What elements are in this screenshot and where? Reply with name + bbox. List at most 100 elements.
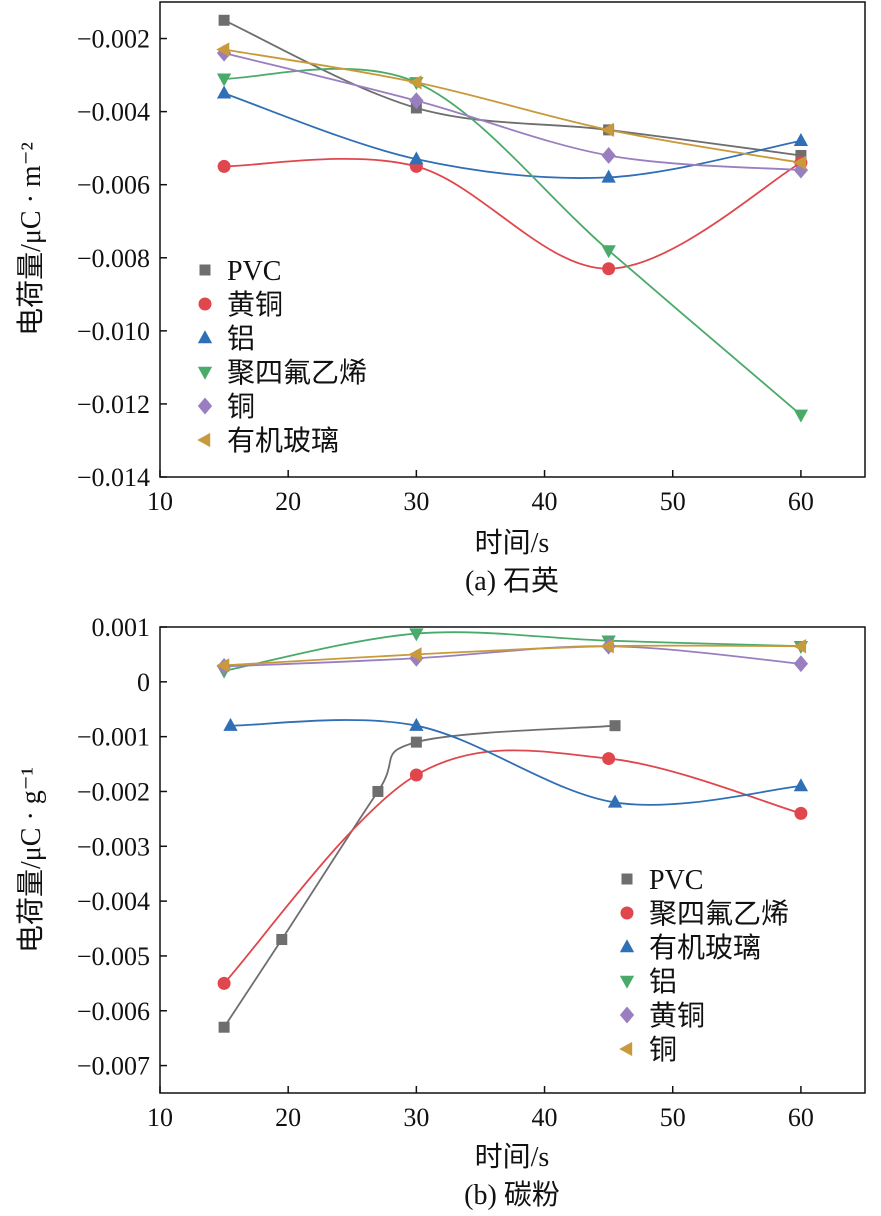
- y-tick-label: −0.004: [77, 98, 150, 127]
- y-tick-label: −0.003: [77, 832, 150, 861]
- legend-label: 聚四氟乙烯: [227, 357, 367, 389]
- y-axis-label: 电荷量/μC · g⁻¹: [15, 767, 47, 953]
- data-point: [218, 14, 230, 26]
- data-point: [409, 768, 423, 782]
- data-point: [217, 976, 231, 990]
- data-point: [408, 647, 422, 662]
- x-axis-ticks: 10 20 30 40 50 60: [147, 470, 814, 516]
- y-axis-ticks: −0.002 −0.004 −0.006 −0.008 −0.010 −0.012 −0.0…: [77, 25, 167, 492]
- plot-frame: [159, 1, 866, 478]
- plot-frame: [159, 626, 866, 1094]
- data-point: [409, 92, 424, 110]
- data-point: [223, 717, 238, 731]
- data-point: [218, 1021, 230, 1033]
- legend-marker: [197, 330, 213, 344]
- y-tick-label: −0.010: [77, 317, 150, 346]
- series-line: [223, 52, 801, 171]
- series-line: [224, 67, 802, 416]
- x-tick-label: 50: [660, 487, 686, 516]
- data-point: [601, 169, 616, 183]
- data-point: [216, 42, 230, 57]
- y-tick-label: −0.002: [77, 777, 150, 806]
- data-point: [793, 409, 809, 423]
- legend-label: PVC: [649, 865, 703, 896]
- x-tick-label: 60: [788, 487, 814, 516]
- y-tick-label: −0.012: [77, 390, 150, 419]
- legend-label: 铜: [227, 391, 255, 423]
- legend-marker: [197, 432, 211, 448]
- legend-marker: [197, 366, 213, 380]
- series-line: [223, 92, 802, 179]
- y-tick-label: −0.014: [77, 463, 150, 492]
- y-axis-ticks: 0.001 0 −0.001 −0.002 −0.003 −0.004 −0.005 −0.0…: [77, 613, 167, 1081]
- data-point: [276, 933, 288, 945]
- data-point: [410, 736, 422, 748]
- series-line: [224, 645, 801, 668]
- x-axis-ticks: 10 20 30 40 50 60: [147, 1086, 814, 1132]
- data-point: [372, 785, 384, 797]
- y-tick-label: −0.007: [77, 1052, 150, 1081]
- y-tick-label: −0.004: [77, 887, 150, 916]
- legend-label: 有机玻璃: [227, 425, 339, 457]
- data-point: [602, 262, 616, 276]
- y-tick-label: 0: [137, 668, 150, 697]
- series-line: [223, 749, 802, 984]
- data-point: [216, 658, 230, 673]
- y-tick-label: −0.008: [77, 244, 150, 273]
- legend-marker: [619, 939, 635, 953]
- chart-caption: (b) 碳粉: [464, 1179, 560, 1211]
- legend-marker: [621, 873, 633, 885]
- chart-toner: 10 20 30 40 50 60 0.001 0 −0.001 −0.002 −0.003 −0.…: [15, 613, 866, 1211]
- y-tick-label: 0.001: [92, 613, 151, 642]
- x-tick-label: 30: [403, 487, 429, 516]
- data-point: [409, 628, 424, 642]
- data-point: [216, 73, 232, 87]
- data-point: [793, 778, 809, 792]
- legend-label: 聚四氟乙烯: [649, 898, 789, 930]
- y-tick-label: −0.001: [77, 723, 150, 752]
- legend-marker: [198, 297, 212, 311]
- y-tick-label: −0.006: [77, 997, 150, 1026]
- data-point: [793, 155, 807, 170]
- series-markers: [216, 14, 809, 423]
- y-tick-label: −0.002: [77, 25, 150, 54]
- data-point: [793, 655, 809, 673]
- data-point: [601, 147, 616, 164]
- data-point: [607, 794, 623, 808]
- series-line: [224, 157, 802, 270]
- legend-label: 有机玻璃: [649, 932, 761, 964]
- legend-label: 铝: [227, 323, 255, 355]
- data-point: [602, 752, 616, 766]
- y-tick-label: −0.006: [77, 171, 150, 200]
- x-tick-label: 40: [532, 487, 558, 516]
- x-tick-label: 10: [147, 487, 173, 516]
- data-point: [600, 122, 614, 138]
- x-axis-label: 时间/s: [475, 527, 550, 559]
- legend-marker: [619, 1006, 635, 1024]
- legend-label: 黄铜: [649, 1000, 705, 1032]
- legend-marker: [199, 264, 211, 276]
- series-line: [224, 644, 801, 667]
- legend-marker: [197, 397, 213, 415]
- legend-label: PVC: [227, 256, 281, 287]
- legend-marker: [619, 1041, 633, 1057]
- x-tick-label: 30: [403, 1103, 429, 1132]
- y-axis-label: 电荷量/μC · m⁻²: [15, 142, 47, 336]
- x-tick-label: 20: [275, 1103, 301, 1132]
- series-line: [223, 19, 802, 157]
- data-point: [600, 639, 614, 654]
- data-point: [409, 151, 424, 165]
- series-line: [223, 48, 802, 164]
- legend-label: 铝: [649, 966, 677, 998]
- x-tick-label: 20: [275, 487, 301, 516]
- series-curves: [223, 631, 802, 1028]
- x-tick-label: 60: [788, 1103, 814, 1132]
- data-point: [794, 806, 808, 820]
- legend-label: 铜: [649, 1034, 677, 1066]
- x-axis-label: 时间/s: [475, 1141, 550, 1173]
- data-point: [609, 720, 621, 732]
- data-point: [601, 245, 616, 259]
